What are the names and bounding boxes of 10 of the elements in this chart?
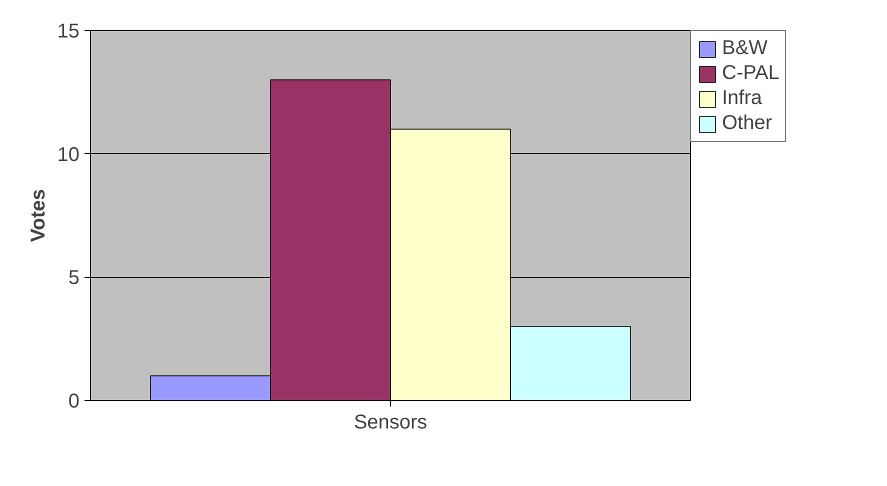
legend-label: C-PAL [722, 62, 780, 85]
y-axis-title: Votes [27, 189, 50, 242]
y-tick-label: 15 [57, 20, 80, 42]
y-tick-label: 0 [68, 390, 80, 412]
legend-label: Infra [722, 87, 762, 110]
x-tick-label: Sensors [354, 412, 428, 434]
y-tick-label: 5 [68, 267, 80, 290]
legend-label: B&W [722, 37, 768, 60]
legend-label: Other [722, 112, 772, 135]
y-tick-label: 10 [57, 144, 80, 166]
